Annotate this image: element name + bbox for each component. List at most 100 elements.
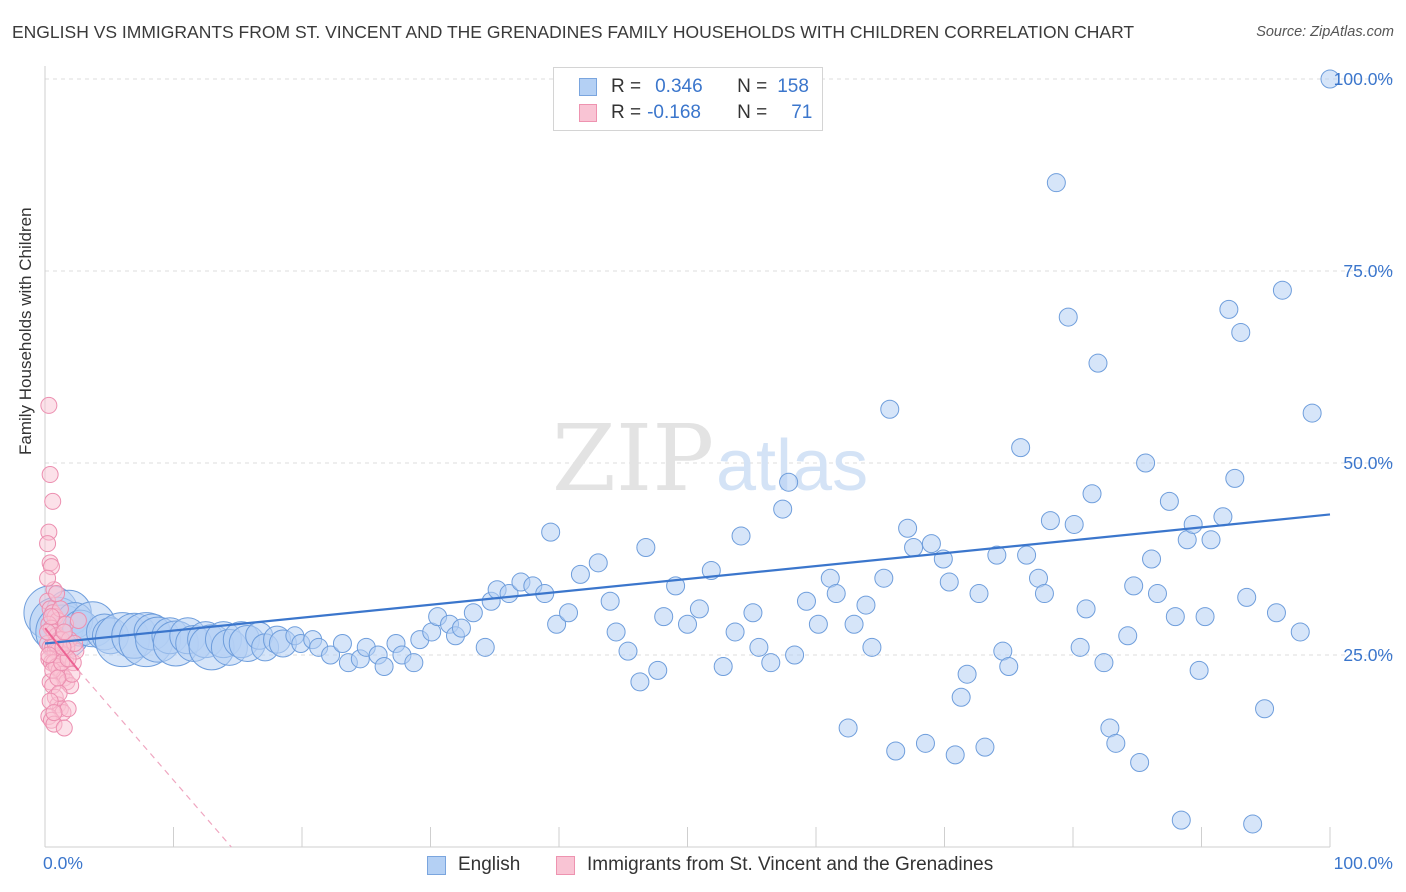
english-swatch xyxy=(427,855,446,875)
y-axis-label: Family Households with Children xyxy=(16,207,35,455)
legend-item-immigrants[interactable]: Immigrants from St. Vincent and the Gren… xyxy=(556,852,993,878)
data-point-english xyxy=(541,522,561,542)
data-point-english xyxy=(773,499,793,519)
english-swatch xyxy=(579,78,597,96)
data-point-english xyxy=(1165,607,1185,627)
data-point-english xyxy=(630,672,650,692)
data-point-english xyxy=(904,537,924,557)
data-point-english xyxy=(475,637,495,657)
data-point-immigrants xyxy=(40,646,58,664)
y-tick-label: 50.0% xyxy=(1343,453,1393,473)
data-point-english xyxy=(600,591,620,611)
data-point-english xyxy=(838,718,858,738)
data-point-immigrants xyxy=(42,608,60,626)
data-point-english xyxy=(874,568,894,588)
data-point-english xyxy=(987,545,1007,565)
data-point-english xyxy=(939,572,959,592)
n-value: 158 xyxy=(777,76,809,97)
data-point-english xyxy=(1130,753,1150,773)
data-point-immigrants xyxy=(59,700,77,718)
data-point-english xyxy=(826,584,846,604)
data-point-english xyxy=(570,564,590,584)
data-point-english xyxy=(779,472,799,492)
data-point-english xyxy=(975,737,995,757)
data-point-english xyxy=(1070,637,1090,657)
trend-line-immigrants xyxy=(44,627,80,671)
data-point-english xyxy=(1124,576,1144,596)
data-point-english xyxy=(761,653,781,673)
data-point-english xyxy=(1147,584,1167,604)
legend-row-immigrants: R = -0.168 N = 71 xyxy=(579,101,812,125)
data-point-english xyxy=(332,633,352,653)
chart-title: ENGLISH VS IMMIGRANTS FROM ST. VINCENT A… xyxy=(12,22,1135,42)
data-point-english xyxy=(886,741,906,761)
data-point-english xyxy=(796,591,816,611)
data-point-english xyxy=(749,637,769,657)
data-point-english xyxy=(1082,484,1102,504)
data-point-english xyxy=(654,607,674,627)
data-point-english xyxy=(1213,507,1233,527)
data-point-immigrants xyxy=(39,535,57,553)
trend-lines xyxy=(44,513,1331,848)
data-point-english xyxy=(969,584,989,604)
data-point-immigrants xyxy=(48,585,66,603)
data-point-immigrants xyxy=(40,396,58,414)
r-label: R = xyxy=(611,76,642,97)
data-point-english xyxy=(1017,545,1037,565)
data-point-english xyxy=(1034,584,1054,604)
data-point-english xyxy=(636,537,656,557)
n-value: 71 xyxy=(791,102,813,123)
data-point-english xyxy=(1094,653,1114,673)
data-point-english xyxy=(1225,468,1245,488)
data-point-english xyxy=(1195,607,1215,627)
data-point-english xyxy=(1237,587,1257,607)
data-point-english xyxy=(1255,699,1275,719)
data-point-english xyxy=(999,657,1019,677)
data-point-english xyxy=(808,614,828,634)
data-point-english xyxy=(1183,514,1203,534)
n-label: N = xyxy=(737,102,768,123)
data-point-immigrants xyxy=(55,719,73,737)
data-point-english xyxy=(1171,810,1191,830)
data-point-english xyxy=(701,561,721,581)
data-point-english xyxy=(1159,491,1179,511)
watermark-atlas: atlas xyxy=(716,426,868,506)
data-point-english xyxy=(1142,549,1162,569)
data-point-english xyxy=(1290,622,1310,642)
data-point-english xyxy=(1064,514,1084,534)
data-point-english xyxy=(1201,530,1221,550)
data-point-english xyxy=(1302,403,1322,423)
data-point-english xyxy=(785,645,805,665)
data-point-immigrants xyxy=(39,569,57,587)
data-point-english xyxy=(1040,511,1060,531)
data-point-english xyxy=(1320,69,1340,89)
data-point-english xyxy=(921,534,941,554)
data-point-english xyxy=(951,687,971,707)
r-label: R = xyxy=(611,102,642,123)
data-point-english xyxy=(856,595,876,615)
data-point-immigrants xyxy=(44,492,62,510)
data-point-english xyxy=(898,518,918,538)
data-point-english xyxy=(743,603,763,623)
legend-row-english: R = 0.346 N = 158 xyxy=(579,75,809,99)
data-point-immigrants xyxy=(69,611,87,629)
data-point-english xyxy=(957,664,977,684)
data-point-english xyxy=(588,553,608,573)
data-point-english xyxy=(1088,353,1108,373)
data-point-english xyxy=(862,637,882,657)
data-point-immigrants xyxy=(49,669,67,687)
y-tick-label: 75.0% xyxy=(1343,261,1393,281)
watermark-zip: ZIP xyxy=(552,405,714,512)
data-point-english xyxy=(945,745,965,765)
data-point-english xyxy=(1243,814,1263,834)
n-label: N = xyxy=(737,76,768,97)
trend-line-english xyxy=(44,513,1331,645)
data-point-english xyxy=(1118,626,1138,646)
data-point-english xyxy=(1011,438,1031,458)
data-point-immigrants xyxy=(45,704,63,722)
legend-item-english[interactable]: English xyxy=(427,852,520,878)
tick-labels: 25.0% 50.0% 75.0% 100.0% 0.0% 100.0% xyxy=(43,69,1393,873)
legend-label-immigrants: Immigrants from St. Vincent and the Gren… xyxy=(587,854,994,875)
data-point-english xyxy=(844,614,864,634)
data-point-english xyxy=(404,653,424,673)
